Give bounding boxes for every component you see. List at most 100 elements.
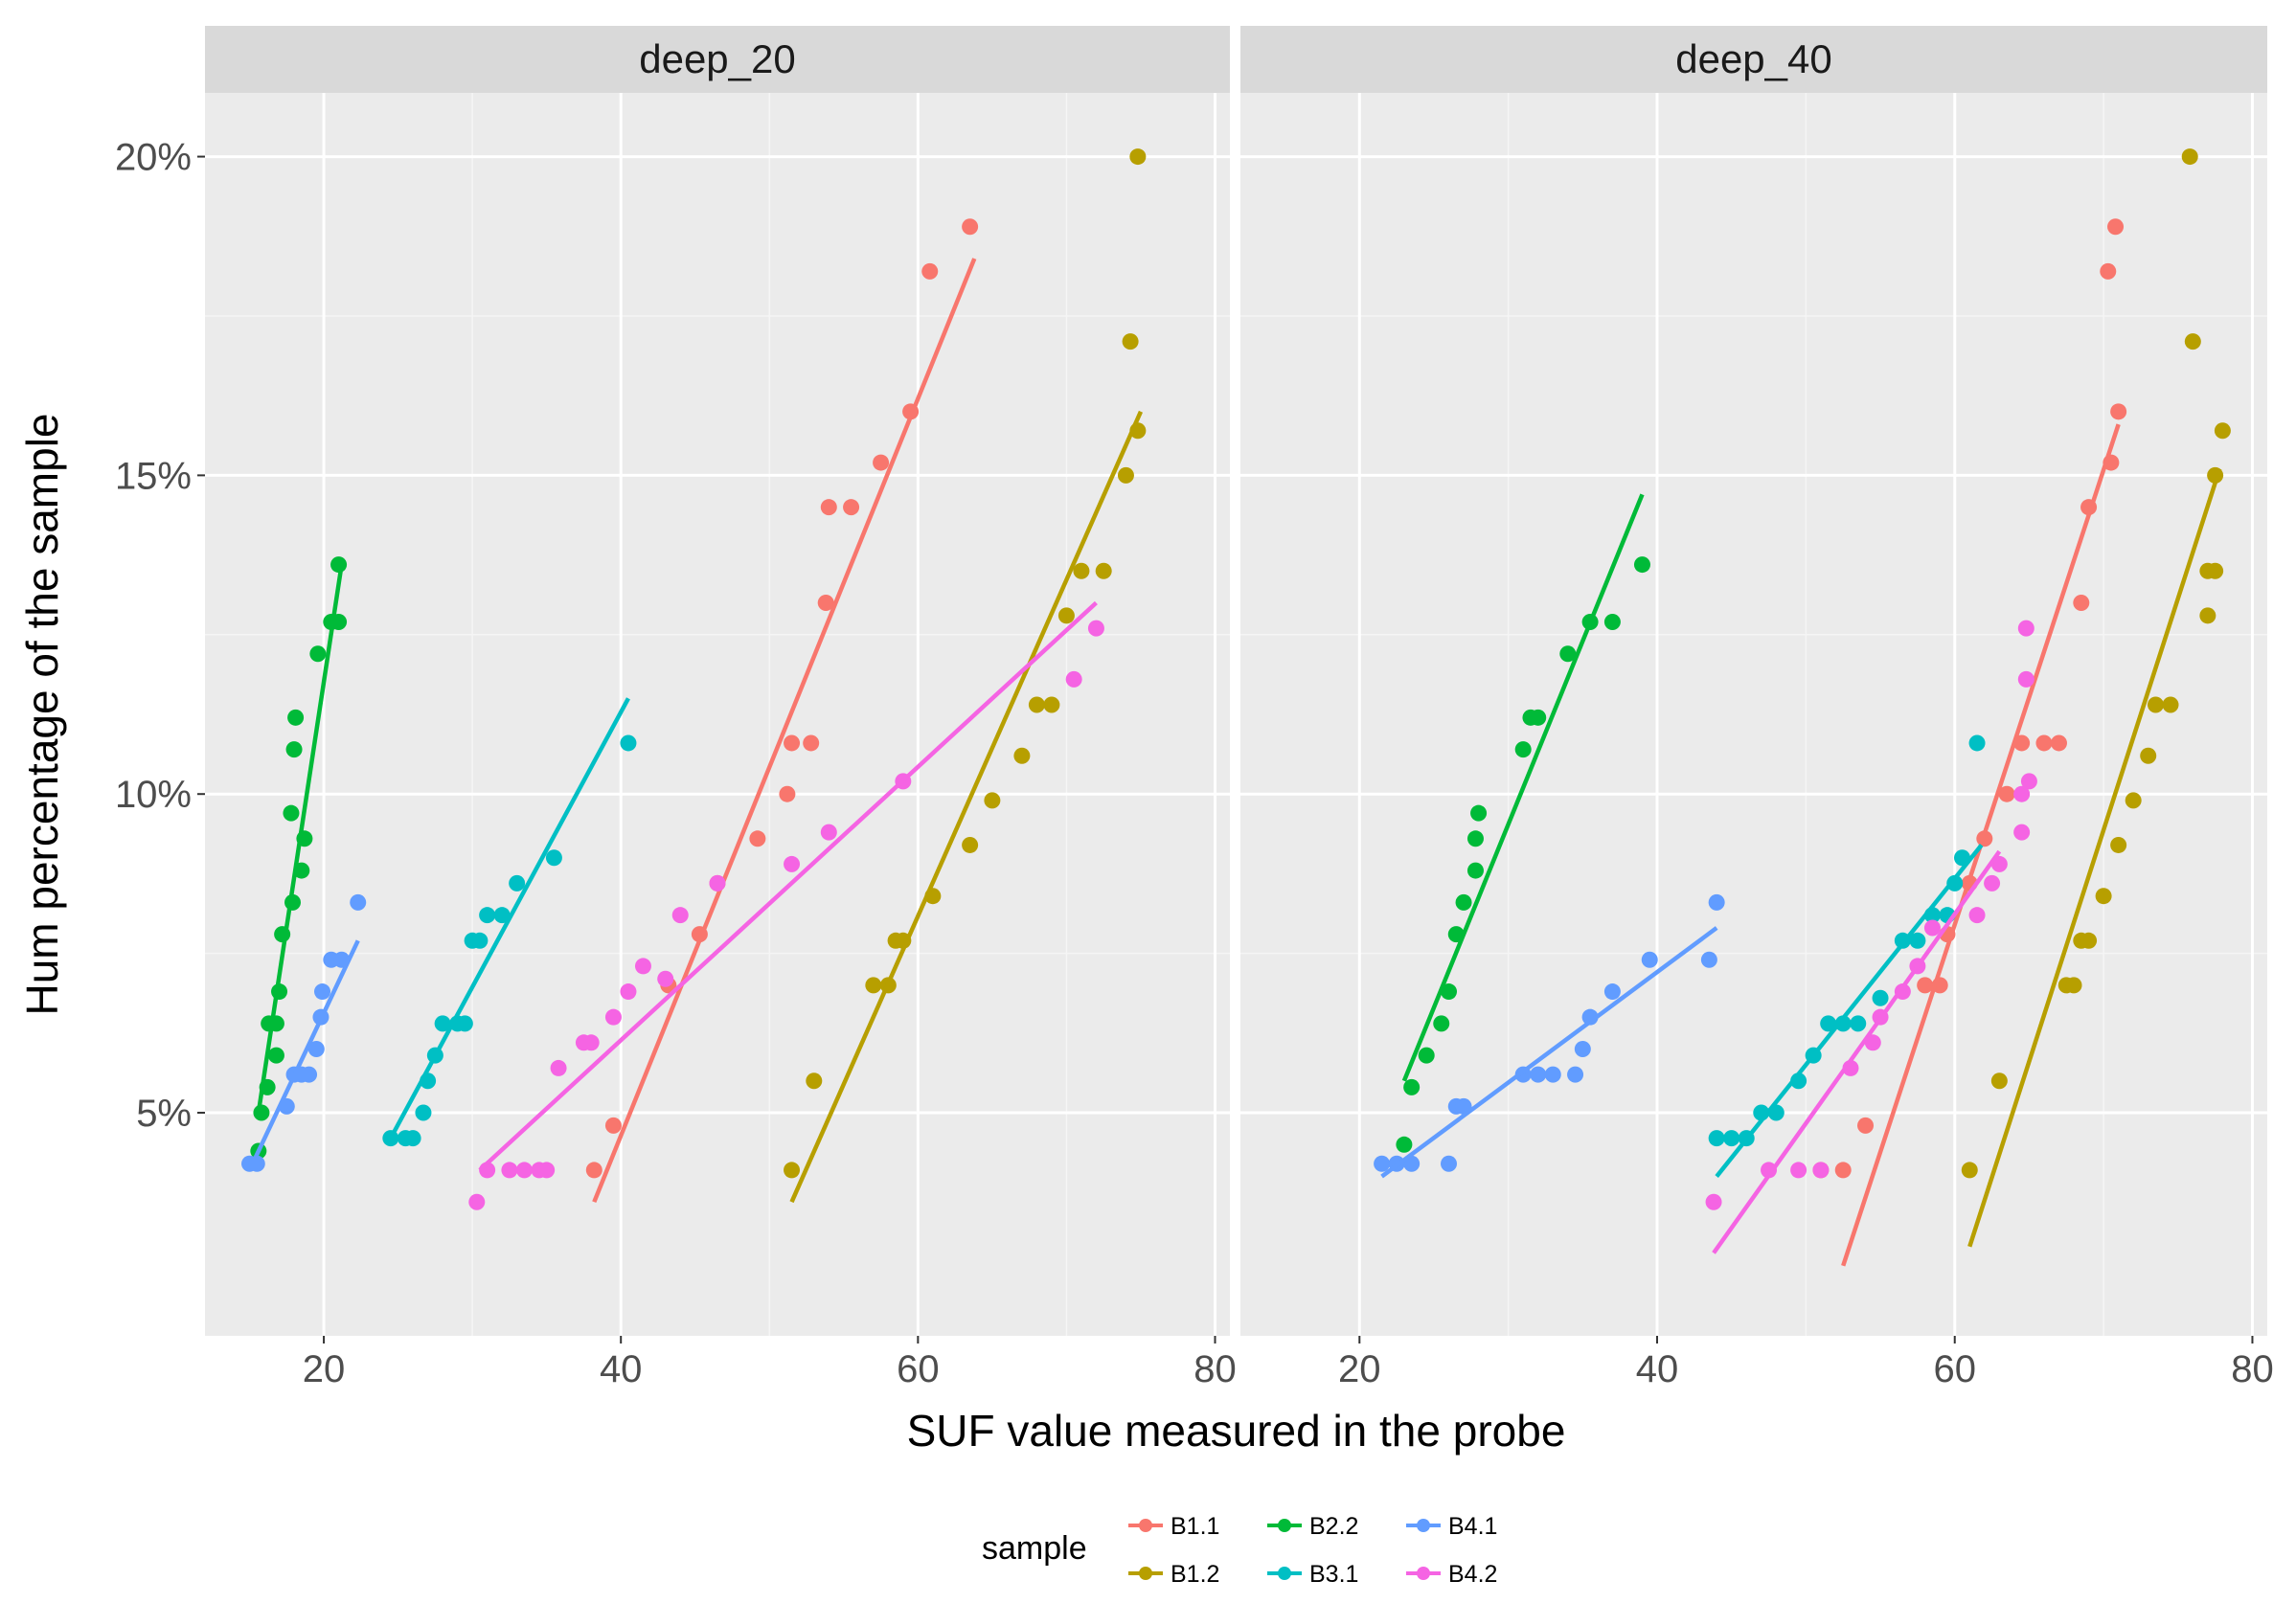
data-point xyxy=(2100,262,2117,280)
data-point xyxy=(2214,422,2231,440)
data-point xyxy=(1470,804,1488,822)
facet-panel-deep_40: deep_40 xyxy=(1240,26,2267,1336)
y-tick-label: 10% xyxy=(115,774,192,816)
series-B3.1 xyxy=(382,697,637,1147)
data-point xyxy=(1418,1047,1435,1064)
data-point xyxy=(2110,836,2127,853)
data-point xyxy=(984,792,1001,809)
data-point xyxy=(2013,785,2031,802)
regression-line xyxy=(1967,468,2222,1248)
regression-line xyxy=(592,258,977,1204)
data-point xyxy=(1961,1162,1978,1179)
data-point xyxy=(1641,951,1658,968)
data-point xyxy=(434,1015,451,1032)
legend-item-B2.2: B2.2 xyxy=(1267,1513,1358,1540)
data-point xyxy=(1708,1130,1725,1147)
legend-key-point xyxy=(1139,1519,1152,1532)
data-point xyxy=(1603,613,1621,630)
data-point xyxy=(2065,977,2082,994)
data-point xyxy=(1923,919,1941,937)
data-point xyxy=(1917,977,1934,994)
data-point xyxy=(456,1015,473,1032)
data-point xyxy=(1834,1162,1852,1179)
data-point xyxy=(538,1162,556,1179)
x-tick-label: 60 xyxy=(1933,1348,1976,1390)
data-point xyxy=(2013,824,2031,841)
data-point xyxy=(1812,1162,1830,1179)
data-point xyxy=(749,830,766,847)
regression-line xyxy=(388,697,630,1140)
facet-panel-deep_20: deep_20 xyxy=(205,26,1230,1336)
data-point xyxy=(1396,1136,1413,1153)
data-point xyxy=(865,977,882,994)
data-point xyxy=(2147,696,2164,713)
data-point xyxy=(471,932,489,949)
series-B2.2 xyxy=(250,556,348,1160)
data-point xyxy=(2107,218,2125,236)
data-point xyxy=(493,907,511,924)
facet-strip xyxy=(205,26,1230,93)
data-point xyxy=(709,874,726,892)
x-tick-label: 60 xyxy=(897,1348,940,1390)
data-point xyxy=(585,1162,602,1179)
data-point xyxy=(1129,148,1147,166)
data-point xyxy=(1073,562,1090,579)
data-point xyxy=(2095,888,2112,905)
x-tick-label: 20 xyxy=(303,1348,346,1390)
data-point xyxy=(1065,670,1082,688)
series-B3.1 xyxy=(1708,734,1986,1178)
regression-line xyxy=(256,564,344,1114)
data-point xyxy=(634,958,651,975)
data-point xyxy=(2140,747,2157,764)
data-point xyxy=(1095,562,1112,579)
data-point xyxy=(2110,403,2127,420)
series-B1.2 xyxy=(784,148,1147,1204)
data-point xyxy=(1574,1040,1591,1057)
regression-line xyxy=(1715,844,1984,1178)
data-point xyxy=(307,1040,325,1057)
data-point xyxy=(285,741,303,758)
data-point xyxy=(1514,741,1532,758)
data-point xyxy=(873,454,890,471)
data-point xyxy=(784,734,801,752)
data-point xyxy=(1820,1015,1837,1032)
data-point xyxy=(2181,148,2198,166)
data-point xyxy=(1834,1015,1852,1032)
data-point xyxy=(806,1072,823,1090)
data-point xyxy=(1998,785,2015,802)
legend-label: B3.1 xyxy=(1309,1561,1358,1588)
data-point xyxy=(1857,1117,1875,1134)
x-tick-label: 20 xyxy=(1338,1348,1381,1390)
facet-strip-label: deep_20 xyxy=(639,36,796,81)
data-point xyxy=(620,983,637,1001)
data-point xyxy=(962,218,979,236)
data-point xyxy=(1909,932,1926,949)
data-point xyxy=(2017,620,2035,637)
data-point xyxy=(301,1066,318,1083)
series-B1.2 xyxy=(1961,148,2231,1248)
data-point xyxy=(309,645,327,663)
legend-label: B4.1 xyxy=(1448,1513,1497,1540)
data-point xyxy=(1466,862,1484,879)
x-tick-label: 80 xyxy=(2231,1348,2274,1390)
data-point xyxy=(620,734,637,752)
data-point xyxy=(1984,874,2001,892)
y-axis-title: Hum percentage of the sample xyxy=(17,413,67,1015)
legend-item-B1.1: B1.1 xyxy=(1128,1513,1219,1540)
data-point xyxy=(1946,874,1964,892)
regression-line xyxy=(478,600,1098,1172)
data-point xyxy=(657,970,674,987)
legend-key-point xyxy=(1417,1519,1430,1532)
data-point xyxy=(2035,734,2053,752)
data-point xyxy=(2080,932,2098,949)
data-point xyxy=(1603,983,1621,1001)
data-point xyxy=(283,804,300,822)
data-point xyxy=(803,734,820,752)
data-point xyxy=(1708,893,1725,911)
data-point xyxy=(1433,1015,1450,1032)
data-point xyxy=(921,262,939,280)
data-point xyxy=(1968,907,1986,924)
data-point xyxy=(1028,696,1045,713)
data-point xyxy=(2184,333,2201,350)
